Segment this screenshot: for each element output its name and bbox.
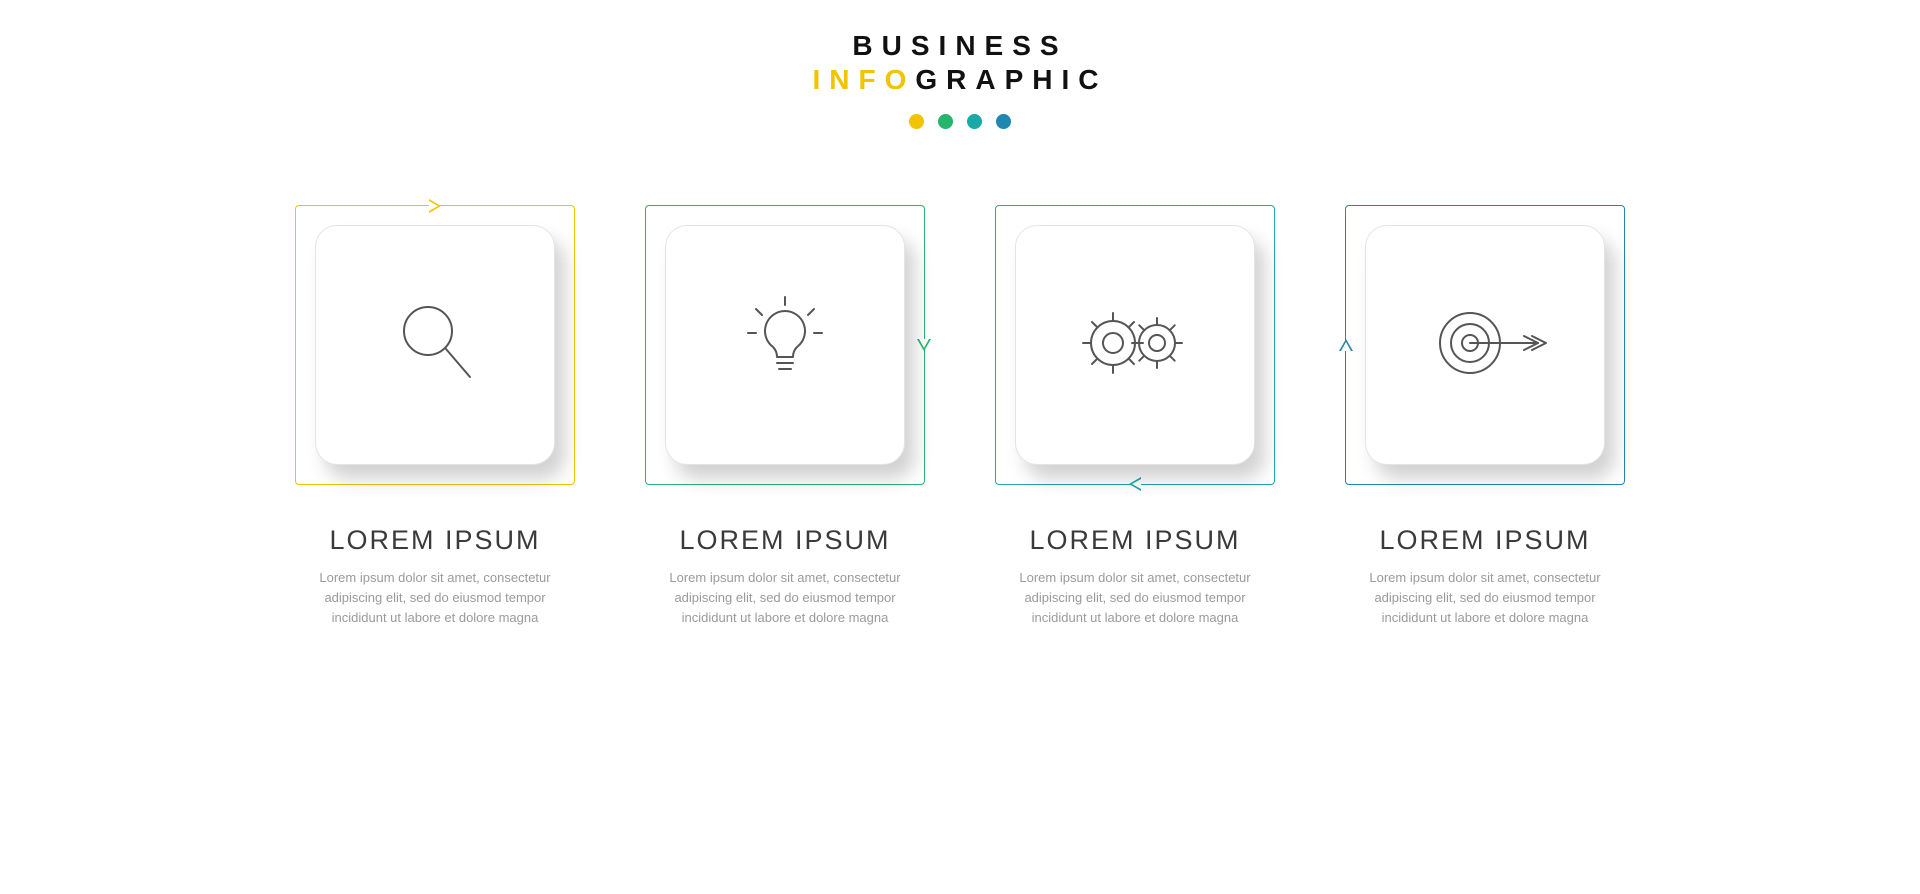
- gears-icon: [1075, 298, 1195, 393]
- step-2-body: Lorem ipsum dolor sit amet, consectetur …: [645, 568, 925, 628]
- step-4-body: Lorem ipsum dolor sit amet, consectetur …: [1345, 568, 1625, 628]
- dot-2: [938, 114, 953, 129]
- arrow-down-icon: [917, 339, 931, 351]
- title-line1: BUSINESS: [0, 30, 1920, 62]
- step-2-heading: LOREM IPSUM: [645, 525, 925, 556]
- legend-dots: [0, 114, 1920, 129]
- target-icon: [1420, 298, 1550, 393]
- step-1-heading: LOREM IPSUM: [295, 525, 575, 556]
- step-4-card: [1365, 225, 1605, 465]
- dot-1: [909, 114, 924, 129]
- step-3-card: [1015, 225, 1255, 465]
- header: BUSINESS INFOGRAPHIC: [0, 30, 1920, 129]
- arrow-left-icon: [1129, 477, 1141, 491]
- step-3-body: Lorem ipsum dolor sit amet, consectetur …: [995, 568, 1275, 628]
- title-accent: INFO: [812, 64, 915, 95]
- arrow-right-icon: [429, 199, 441, 213]
- magnifier-icon: [390, 293, 480, 398]
- step-4-heading: LOREM IPSUM: [1345, 525, 1625, 556]
- dot-4: [996, 114, 1011, 129]
- title-line2: INFOGRAPHIC: [0, 64, 1920, 96]
- arrow-up-icon: [1339, 339, 1353, 351]
- step-2-text: LOREM IPSUM Lorem ipsum dolor sit amet, …: [645, 525, 925, 628]
- lightbulb-icon: [740, 293, 830, 398]
- step-1-card: [315, 225, 555, 465]
- step-1-body: Lorem ipsum dolor sit amet, consectetur …: [295, 568, 575, 628]
- step-1-text: LOREM IPSUM Lorem ipsum dolor sit amet, …: [295, 525, 575, 628]
- step-4-text: LOREM IPSUM Lorem ipsum dolor sit amet, …: [1345, 525, 1625, 628]
- title-rest: GRAPHIC: [915, 64, 1107, 95]
- step-2-card: [665, 225, 905, 465]
- step-3-heading: LOREM IPSUM: [995, 525, 1275, 556]
- step-3-text: LOREM IPSUM Lorem ipsum dolor sit amet, …: [995, 525, 1275, 628]
- dot-3: [967, 114, 982, 129]
